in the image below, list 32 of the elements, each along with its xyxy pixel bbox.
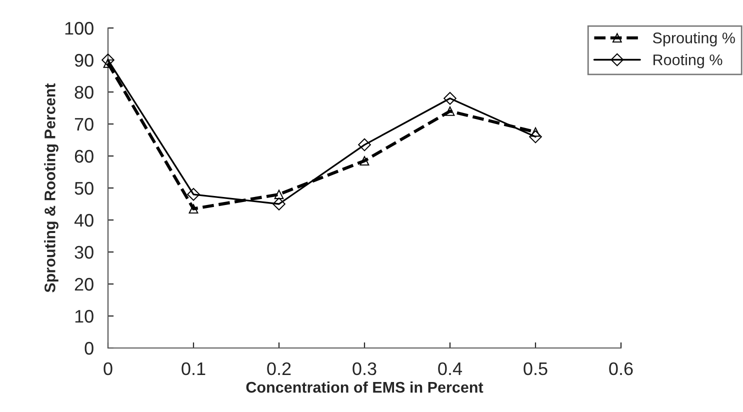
y-tick-label: 90 [74, 54, 94, 67]
point [274, 190, 284, 200]
x-tick-label: 0.6 [609, 362, 633, 376]
y-tick-label: 70 [74, 118, 94, 131]
x-tick-label: 0.3 [352, 362, 376, 376]
point [445, 106, 455, 116]
x-tick-label: 0.1 [182, 362, 206, 376]
x-tick-label: 0.4 [438, 362, 462, 376]
legend-label: Sprouting % [652, 32, 735, 46]
point [272, 198, 286, 210]
legend-label: Rooting % [654, 54, 722, 68]
y-axis-title: Sprouting & Rooting Percent [44, 83, 58, 292]
point [444, 92, 456, 105]
x-tick-label: 0.2 [267, 362, 291, 376]
point [188, 204, 198, 214]
point [358, 138, 371, 152]
x-tick-label: 0.5 [524, 362, 548, 376]
y-tick-label: 30 [74, 246, 94, 259]
x-tick-label: 0 [104, 362, 112, 376]
y-tick-label: 80 [74, 86, 94, 99]
y-tick-label: 0 [84, 342, 94, 355]
point [529, 130, 542, 144]
y-tick-label: 40 [74, 214, 94, 227]
y-tick-label: 50 [74, 182, 94, 195]
y-tick-label: 60 [74, 150, 94, 163]
point [360, 156, 370, 166]
point [187, 188, 200, 201]
y-tick-label: 20 [74, 278, 94, 291]
point [102, 54, 114, 66]
y-tick-label: 100 [65, 22, 94, 35]
x-axis-title: Concentration of EMS in Percent [246, 382, 484, 393]
y-tick-label: 10 [75, 310, 94, 323]
